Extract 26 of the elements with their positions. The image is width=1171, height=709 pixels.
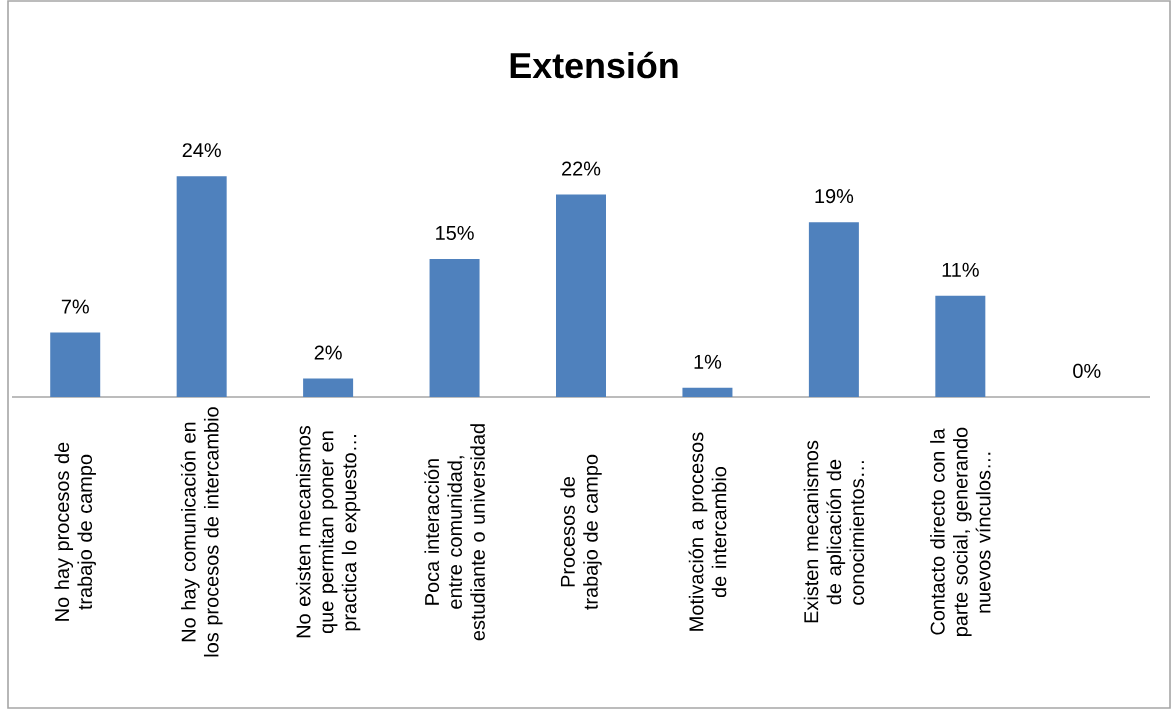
data-label: 1% [694,354,722,369]
x-tick-label: No hay comunicación en los procesos de intercambio [180,407,223,657]
data-label: 22% [562,161,601,176]
bar [50,332,101,397]
x-tick-label: Contacto directo con la parte social, generando nuevos vínculos… [930,427,991,636]
bar [429,259,480,397]
bar [556,194,606,397]
data-label: 24% [182,143,221,158]
bar [682,387,733,397]
x-tick-label: Poca interacción entre comunidad, estudiante o universidad [424,424,485,641]
data-label: 0% [1073,363,1101,378]
x-tick-label: No hay procesos de trabajo de campo [54,442,96,621]
data-label: 11% [942,262,979,277]
bar [808,222,859,397]
data-label: 2% [314,345,342,360]
x-tick-label: Existen mecanismos de aplicación de conocimientos… [803,440,865,623]
bar [176,176,227,397]
bar [303,378,354,397]
bar [935,295,986,397]
data-label: 19% [815,189,854,204]
x-tick-label: Motivación a procesos de intercambio [688,432,727,631]
data-label: 15% [436,225,474,240]
chart-title: Extensión [510,51,678,79]
x-tick-label: Procesos de trabajo de campo [560,454,602,610]
data-label: 7% [61,299,89,314]
x-tick-label: No existen mecanismos que permitan poner en practica lo expuesto… [295,425,361,638]
